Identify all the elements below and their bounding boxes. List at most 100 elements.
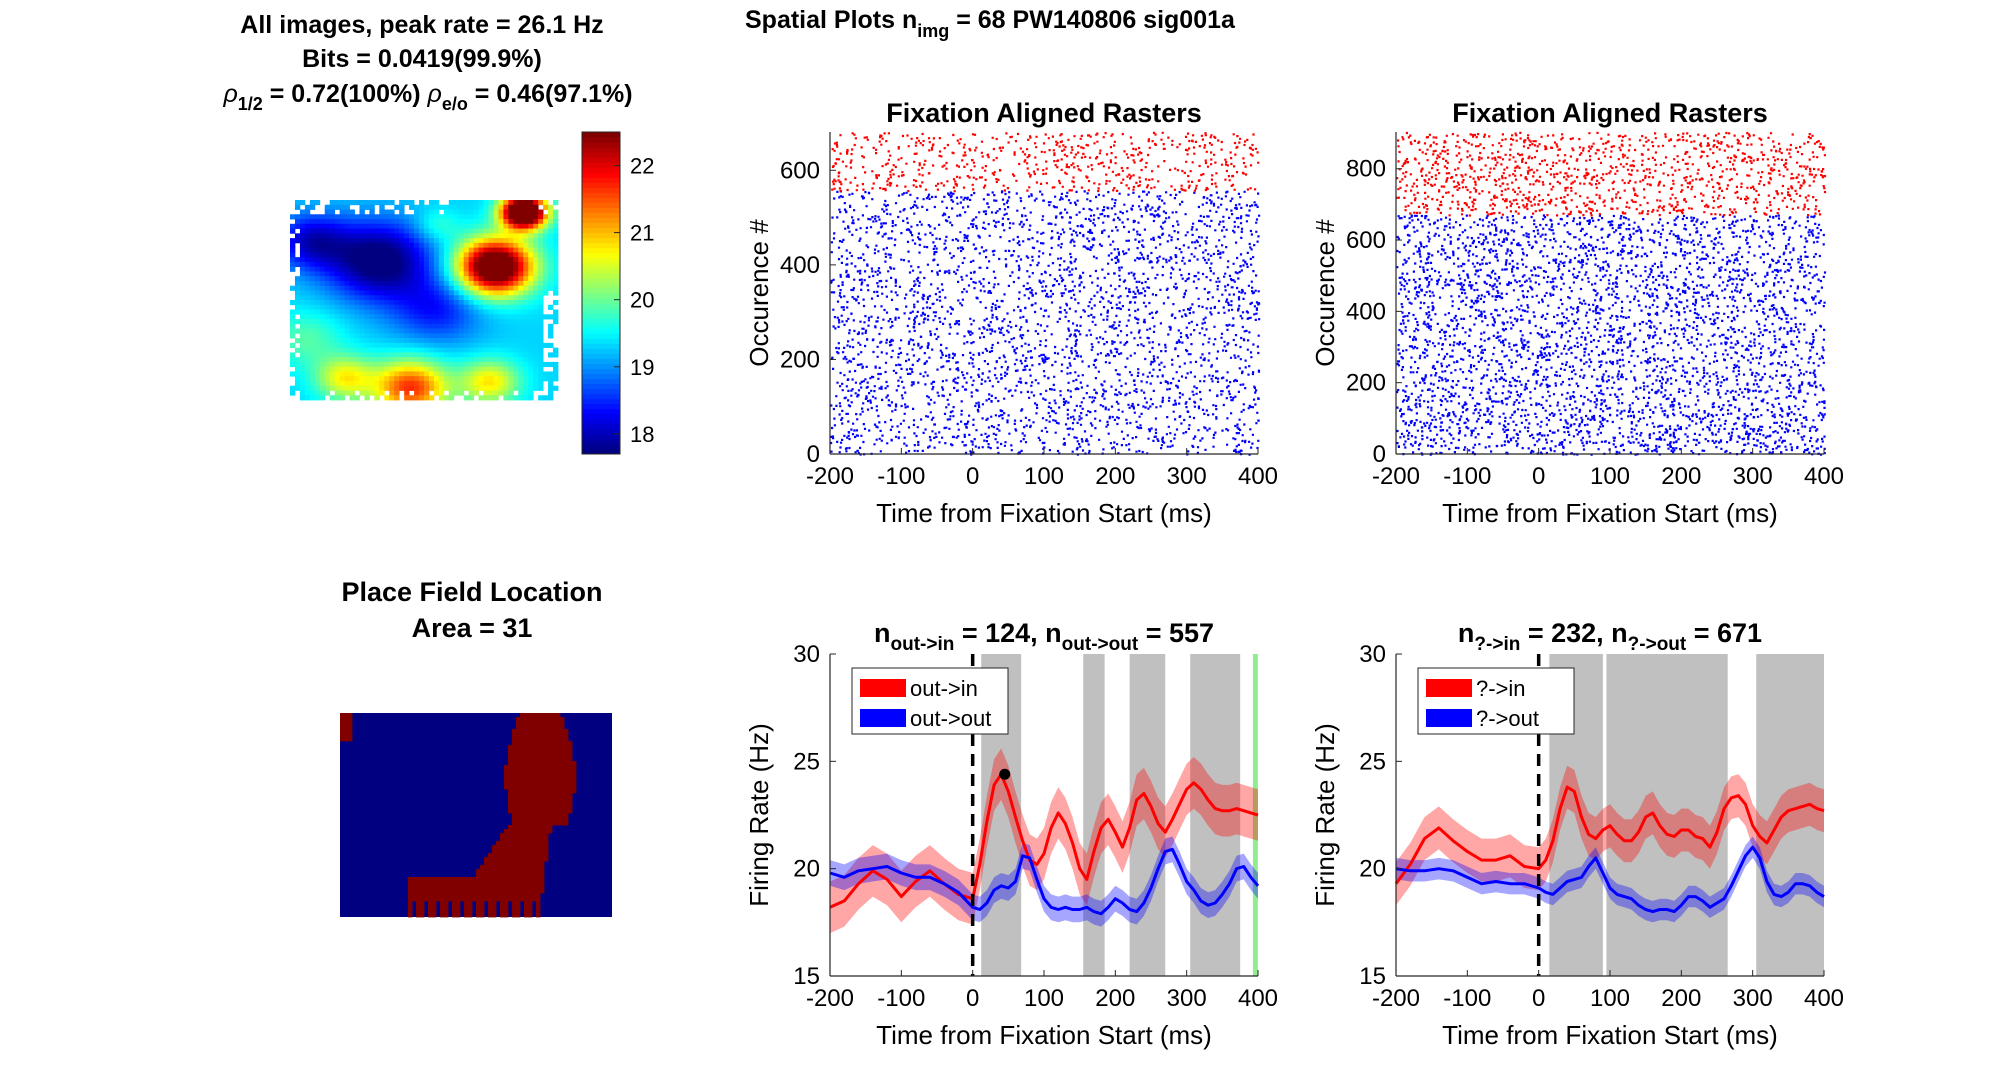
heatmap-cell xyxy=(309,214,316,220)
heatmap-cell xyxy=(319,309,326,315)
heatmap-cell xyxy=(424,204,430,210)
heatmap-cell xyxy=(374,290,380,296)
place-field-cell xyxy=(516,877,521,882)
heatmap-cell xyxy=(533,333,539,339)
place-field-cell xyxy=(452,901,457,906)
place-field-cell xyxy=(528,889,533,894)
heatmap-cell xyxy=(364,319,370,325)
heatmap-cell xyxy=(334,304,341,310)
place-field-cell xyxy=(568,801,573,806)
place-field-cell xyxy=(516,829,521,834)
heatmap-cell xyxy=(543,361,549,368)
place-field-cell xyxy=(560,785,565,790)
place-field-cell xyxy=(524,845,529,850)
heatmap-cell xyxy=(349,228,355,234)
heatmap-cell xyxy=(369,347,375,353)
heatmap-cell xyxy=(523,204,529,210)
place-field-cell xyxy=(544,773,549,778)
place-field-cell xyxy=(536,757,541,762)
place-field-cell xyxy=(480,889,485,894)
place-field-cell xyxy=(412,881,417,886)
heatmap-cell xyxy=(523,266,529,272)
place-field-cell xyxy=(560,789,565,794)
heatmap-cell xyxy=(518,376,524,382)
place-field-cell xyxy=(532,809,537,814)
heatmap-cell xyxy=(329,333,336,339)
heatmap-cell xyxy=(394,242,400,249)
heatmap-cell xyxy=(409,314,415,320)
place-field-cell xyxy=(512,781,517,786)
heatmap-cell xyxy=(428,333,435,339)
heatmap-cell xyxy=(478,280,484,287)
place-field-cell xyxy=(536,773,541,778)
place-field-cell xyxy=(412,897,417,902)
heatmap-cell xyxy=(498,257,504,263)
heatmap-cell xyxy=(394,257,400,263)
heatmap-cell xyxy=(359,319,365,325)
heatmap-cell xyxy=(294,214,301,220)
place-field-cell xyxy=(572,773,577,778)
heatmap-cell xyxy=(478,361,484,368)
heatmap-cell xyxy=(443,366,450,372)
heatmap-cell xyxy=(533,214,539,220)
place-field-cell xyxy=(540,881,545,886)
place-field-cell xyxy=(536,825,541,830)
place-field-cell xyxy=(468,885,473,890)
heatmap-cell xyxy=(389,209,395,215)
heatmap-cell xyxy=(379,247,385,253)
place-field-cell xyxy=(540,841,545,846)
place-field-cell xyxy=(452,909,457,914)
heatmap-cell xyxy=(314,228,321,234)
heatmap-cell xyxy=(433,228,440,234)
heatmap-cell xyxy=(518,252,524,258)
heatmap-cell xyxy=(404,342,410,349)
place-field-cell xyxy=(512,745,517,750)
heatmap-cell xyxy=(433,238,440,244)
heatmap-cell xyxy=(468,342,475,349)
place-field-cell xyxy=(524,841,529,846)
heatmap-cell xyxy=(339,252,345,258)
place-field-cell xyxy=(568,781,573,786)
heatmap-cell xyxy=(493,285,499,291)
heatmap-cell xyxy=(468,309,475,315)
heatmap-cell xyxy=(463,285,470,291)
place-field-cell xyxy=(548,713,553,718)
place-field-cell xyxy=(544,801,549,806)
heatmap-cell xyxy=(468,271,475,277)
heatmap-cell xyxy=(364,361,370,368)
heatmap-cell xyxy=(334,352,341,358)
place-field-cell xyxy=(528,713,533,718)
heatmap-cell xyxy=(364,385,370,391)
heatmap-cell xyxy=(369,323,375,329)
heatmap-cell xyxy=(553,280,559,287)
heatmap-cell xyxy=(290,300,296,306)
heatmap-cell xyxy=(344,280,350,287)
heatmap-cell xyxy=(453,290,460,296)
heatmap-cell xyxy=(498,214,504,220)
place-field-cell xyxy=(480,897,485,902)
heatmap-cell xyxy=(349,371,355,377)
heatmap-cell xyxy=(409,271,415,277)
heatmap-cell xyxy=(533,233,539,239)
heatmap-cell xyxy=(513,271,519,277)
heatmap-cell xyxy=(513,395,519,401)
heatmap-cell xyxy=(304,238,311,244)
heatmap-cell xyxy=(344,390,350,396)
heatmap-cell xyxy=(518,204,524,210)
heatmap-cell xyxy=(528,233,534,239)
heatmap-cell xyxy=(394,338,400,344)
heatmap-cell xyxy=(309,314,316,320)
place-field-cell xyxy=(532,877,537,882)
heatmap-cell xyxy=(419,338,425,344)
heatmap-cell xyxy=(369,309,375,315)
place-field-cell xyxy=(492,857,497,862)
heatmap-cell xyxy=(344,285,350,291)
place-field-cell xyxy=(440,897,445,902)
heatmap-cell xyxy=(294,304,301,310)
heatmap-cell xyxy=(409,228,415,234)
heatmap-cell xyxy=(443,214,450,220)
heatmap-cell xyxy=(389,233,395,239)
heatmap-cell xyxy=(369,319,375,325)
place-field-cell xyxy=(564,813,569,818)
place-field-cell xyxy=(524,765,529,770)
